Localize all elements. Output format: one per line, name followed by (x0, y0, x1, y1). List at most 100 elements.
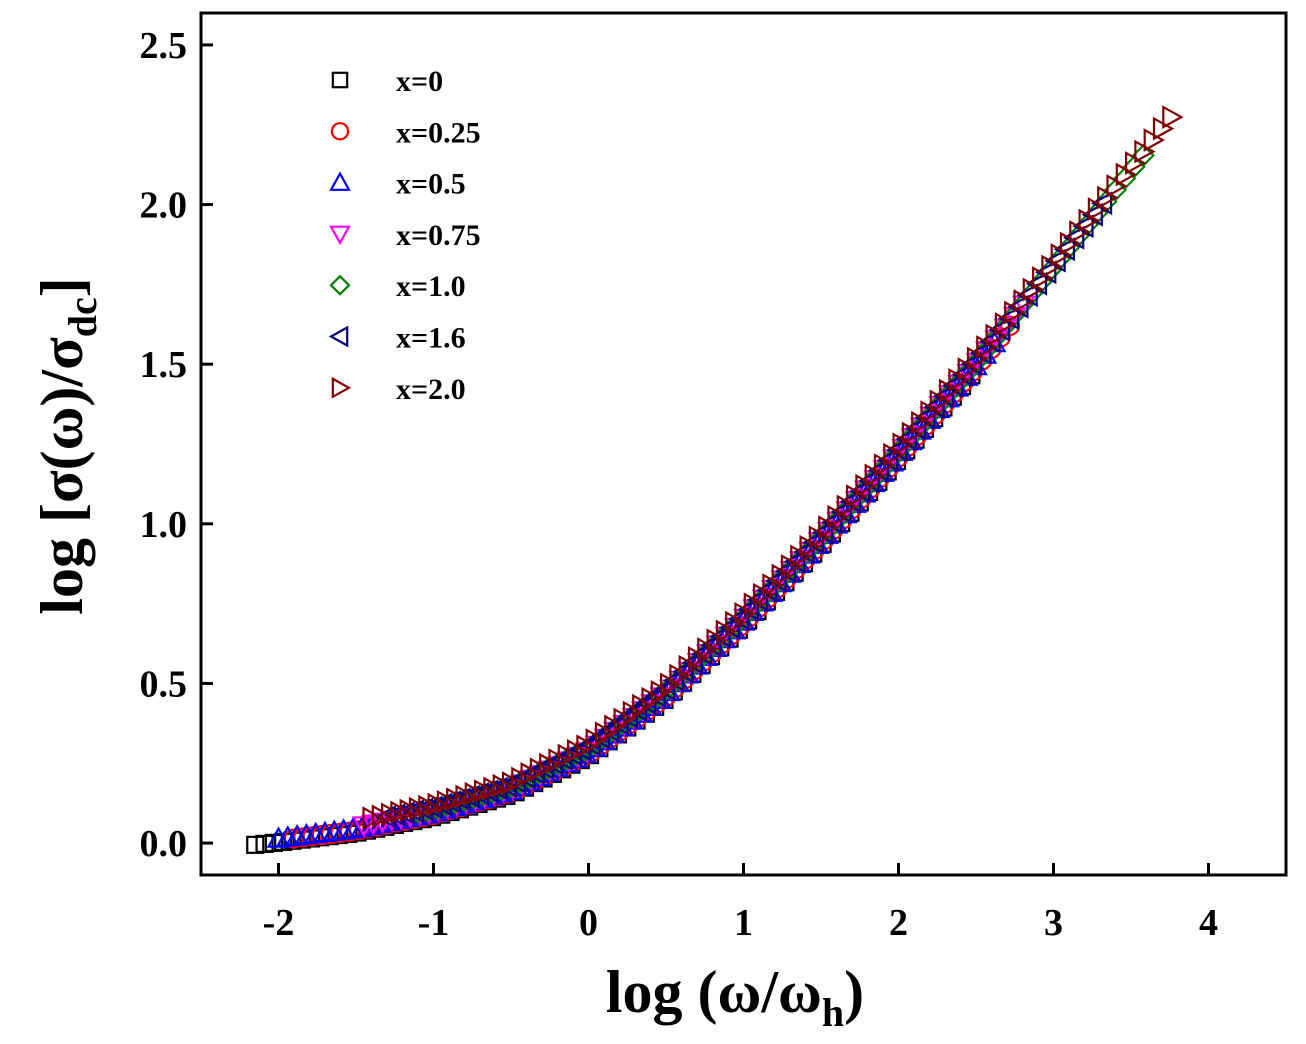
legend: x=0 x=0.25 x=0.5 x=0.75 x=1.0 x=1.6 x=2.0 (328, 65, 481, 406)
data-point (718, 615, 741, 640)
y-tick-label: 1.0 (140, 504, 188, 546)
data-point (783, 549, 806, 574)
data-point (443, 791, 467, 815)
data-point (462, 786, 486, 810)
data-point (672, 659, 694, 684)
data-point (867, 458, 890, 483)
data-point (886, 437, 908, 462)
y-tick-label: 0.0 (140, 823, 188, 865)
legend-marker-x=0 (331, 71, 349, 89)
data-point (756, 578, 778, 603)
legend-label-x=0.75: x=0.75 (396, 219, 481, 252)
data-point (988, 317, 1010, 342)
data-point (499, 775, 523, 799)
legend-marker-x=0.75 (329, 225, 351, 246)
legend-marker-x=0.5 (329, 171, 351, 191)
series-x=1.0 (406, 143, 1155, 824)
data-point (793, 540, 815, 564)
data-point (452, 788, 477, 812)
data-point (895, 427, 917, 451)
data-point (858, 468, 880, 493)
series-x=2.0 (362, 105, 1184, 831)
data-point (746, 587, 769, 612)
data-point (728, 606, 750, 631)
data-point (1025, 271, 1048, 296)
y-tick-label: 1.5 (140, 344, 188, 386)
data-point (415, 798, 439, 823)
data-point (960, 352, 983, 376)
data-point (275, 825, 300, 847)
data-point (839, 489, 862, 514)
legend-label-x=2.0: x=2.0 (396, 373, 466, 406)
data-point (471, 783, 495, 807)
data-point (802, 530, 824, 555)
data-point (341, 817, 365, 839)
data-point (303, 821, 328, 844)
data-point (480, 780, 504, 804)
y-tick-label: 0.5 (140, 663, 188, 705)
data-point (294, 822, 319, 845)
data-point (765, 568, 787, 593)
data-point (322, 819, 347, 841)
series-x=1.6 (374, 191, 1113, 829)
data-point (737, 597, 759, 622)
x-tick-label: 2 (889, 902, 908, 944)
y-axis: 0.0 0.5 1.0 1.5 2.0 2.5 (140, 25, 213, 865)
data-point (690, 642, 713, 666)
data-point (1007, 294, 1029, 319)
data-point (1035, 260, 1057, 285)
legend-label-x=1.0: x=1.0 (396, 270, 466, 303)
data-point (434, 794, 458, 818)
x-axis-title: log (ω/ωh) (606, 959, 864, 1035)
data-point (997, 306, 1020, 331)
data-point (830, 499, 852, 524)
data-point (811, 520, 834, 545)
data-point (1072, 214, 1094, 239)
data-point (331, 818, 356, 840)
y-axis-title: log [σ(ω)/σdc] (29, 277, 105, 614)
data-point (700, 633, 722, 658)
data-point (774, 559, 797, 583)
x-tick-label: 1 (734, 902, 753, 944)
data-point (969, 340, 992, 365)
y-tick-label: 2.0 (140, 185, 188, 227)
data-point (1081, 202, 1103, 227)
x-tick-label: -2 (263, 902, 295, 944)
legend-marker-x=1.0 (329, 274, 351, 296)
data-point (285, 824, 309, 846)
data-point (923, 394, 945, 419)
data-point (681, 650, 704, 675)
data-point (951, 362, 973, 387)
data-point (663, 668, 685, 693)
data-point (849, 479, 871, 503)
legend-label-x=0.5: x=0.5 (396, 168, 466, 201)
data-point (1053, 237, 1076, 262)
data-point (914, 405, 936, 430)
data-point (709, 624, 731, 649)
data-point (942, 373, 964, 398)
data-point (821, 510, 843, 535)
data-point (979, 329, 1001, 354)
legend-marker-x=2.0 (331, 376, 352, 399)
data-point (1062, 225, 1085, 250)
data-point (255, 834, 274, 853)
x-tick-label: 0 (579, 902, 598, 944)
legend-marker-x=1.6 (328, 325, 349, 348)
data-point (876, 448, 899, 472)
x-axis: -2 -1 0 1 2 3 4 (263, 863, 1218, 944)
x-tick-label: 4 (1199, 902, 1218, 944)
data-point (266, 826, 291, 848)
x-tick-label: 3 (1044, 902, 1063, 944)
data-point (1016, 283, 1038, 308)
data-point (932, 384, 955, 408)
data-points (246, 105, 1184, 854)
series-x=0 (246, 366, 981, 854)
x-tick-label: -1 (418, 902, 450, 944)
legend-label-x=1.6: x=1.6 (396, 322, 466, 355)
legend-marker-x=0.25 (330, 122, 350, 141)
data-point (904, 416, 927, 441)
data-point (1162, 105, 1184, 129)
plot-area (199, 11, 1288, 877)
data-point (1090, 191, 1113, 216)
data-point (246, 835, 265, 854)
